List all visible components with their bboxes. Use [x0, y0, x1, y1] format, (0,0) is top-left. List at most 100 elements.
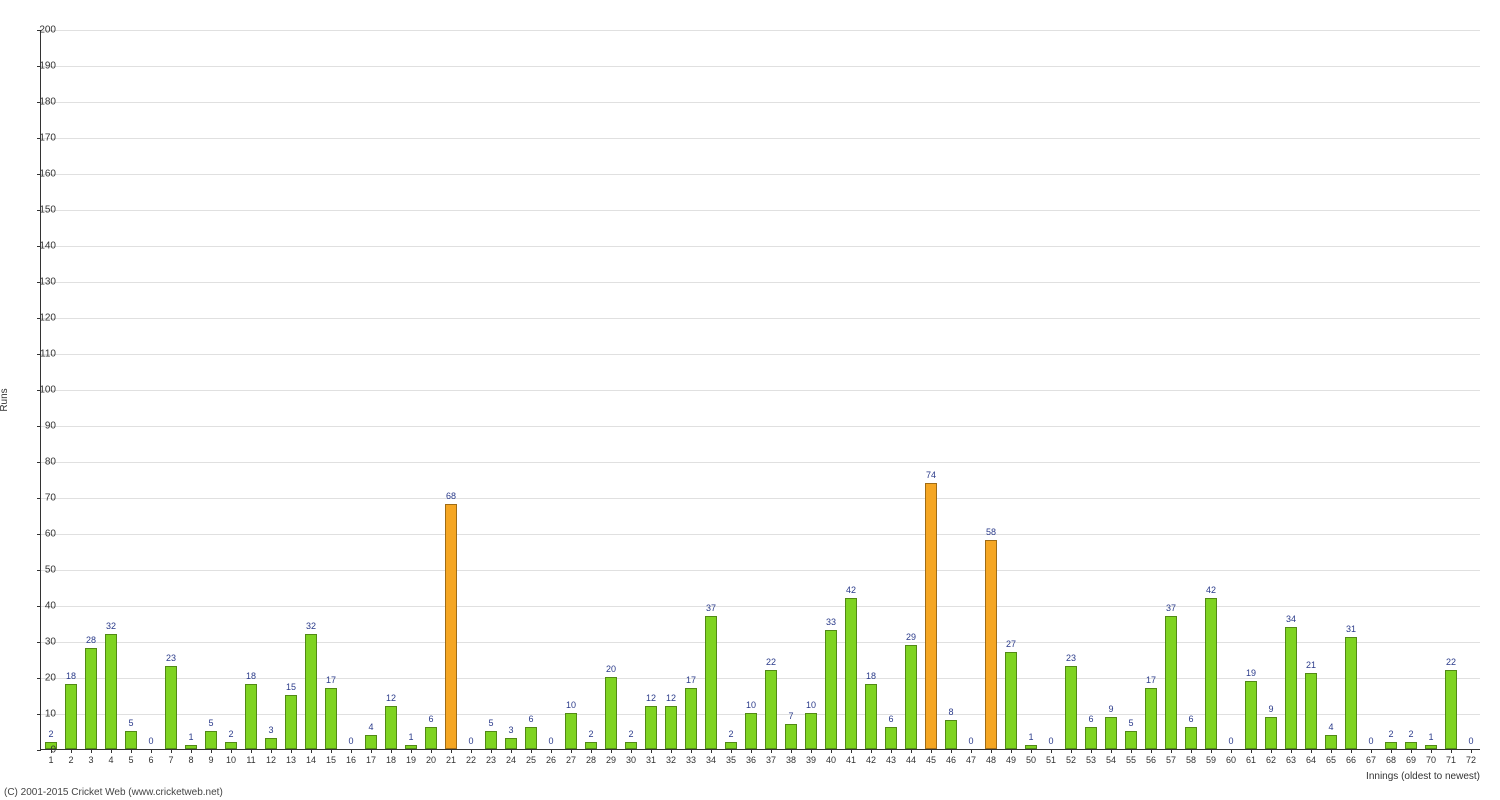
x-tick: [771, 749, 772, 753]
x-tick-label: 42: [866, 755, 876, 765]
bar-value-label: 74: [926, 470, 936, 480]
bar: [1185, 727, 1197, 749]
bar-value-label: 19: [1246, 668, 1256, 678]
bar: [765, 670, 777, 749]
x-tick-label: 4: [108, 755, 113, 765]
gridline: [41, 498, 1480, 499]
bar: [125, 731, 137, 749]
x-tick-label: 68: [1386, 755, 1396, 765]
x-tick-label: 37: [766, 755, 776, 765]
x-tick: [851, 749, 852, 753]
gridline: [41, 246, 1480, 247]
bar: [605, 677, 617, 749]
x-tick: [1191, 749, 1192, 753]
bar-value-label: 1: [188, 732, 193, 742]
x-tick: [871, 749, 872, 753]
bar-value-label: 8: [948, 707, 953, 717]
bar: [525, 727, 537, 749]
x-tick: [1371, 749, 1372, 753]
x-tick: [1331, 749, 1332, 753]
x-tick: [231, 749, 232, 753]
x-tick: [531, 749, 532, 753]
x-tick: [1351, 749, 1352, 753]
bar-value-label: 12: [666, 693, 676, 703]
bar-value-label: 27: [1006, 639, 1016, 649]
x-tick: [451, 749, 452, 753]
x-tick-label: 54: [1106, 755, 1116, 765]
bar-value-label: 0: [348, 736, 353, 746]
x-tick: [831, 749, 832, 753]
bar-value-label: 22: [1446, 657, 1456, 667]
bar: [1065, 666, 1077, 749]
bar: [905, 645, 917, 749]
bar: [285, 695, 297, 749]
x-tick-label: 51: [1046, 755, 1056, 765]
y-tick-label: 150: [26, 205, 56, 216]
x-tick: [1451, 749, 1452, 753]
bar-value-label: 0: [1228, 736, 1233, 746]
bar-value-label: 37: [706, 603, 716, 613]
x-tick-label: 24: [506, 755, 516, 765]
bar-value-label: 10: [806, 700, 816, 710]
x-tick-label: 72: [1466, 755, 1476, 765]
bar-value-label: 1: [1028, 732, 1033, 742]
x-tick: [1411, 749, 1412, 753]
x-tick-label: 58: [1186, 755, 1196, 765]
x-tick: [1131, 749, 1132, 753]
bar: [1325, 735, 1337, 749]
bar: [645, 706, 657, 749]
bar-value-label: 2: [728, 729, 733, 739]
x-tick-label: 60: [1226, 755, 1236, 765]
bar-value-label: 32: [306, 621, 316, 631]
x-tick-label: 30: [626, 755, 636, 765]
bar-value-label: 21: [1306, 660, 1316, 670]
bar: [745, 713, 757, 749]
x-tick-label: 25: [526, 755, 536, 765]
x-tick: [491, 749, 492, 753]
bar-value-label: 23: [1066, 653, 1076, 663]
x-tick-label: 71: [1446, 755, 1456, 765]
x-tick: [1251, 749, 1252, 753]
x-tick-label: 28: [586, 755, 596, 765]
bar-value-label: 37: [1166, 603, 1176, 613]
bar-value-label: 10: [746, 700, 756, 710]
x-tick-label: 29: [606, 755, 616, 765]
bar-value-label: 58: [986, 527, 996, 537]
y-tick-label: 10: [26, 709, 56, 720]
x-tick-label: 9: [208, 755, 213, 765]
gridline: [41, 426, 1480, 427]
bar: [1305, 673, 1317, 749]
x-tick-label: 15: [326, 755, 336, 765]
x-tick-label: 22: [466, 755, 476, 765]
plot-area: 2118228332455062371859210181131215133214…: [40, 30, 1480, 750]
y-tick-label: 190: [26, 61, 56, 72]
bar-value-label: 4: [368, 722, 373, 732]
bar-value-label: 17: [326, 675, 336, 685]
gridline: [41, 138, 1480, 139]
x-tick-label: 16: [346, 755, 356, 765]
y-tick-label: 0: [26, 745, 56, 756]
x-tick-label: 10: [226, 755, 236, 765]
x-tick-label: 26: [546, 755, 556, 765]
x-tick: [351, 749, 352, 753]
x-tick-label: 5: [128, 755, 133, 765]
bar: [325, 688, 337, 749]
x-tick: [611, 749, 612, 753]
bar: [1445, 670, 1457, 749]
x-tick-label: 55: [1126, 755, 1136, 765]
x-tick: [271, 749, 272, 753]
x-tick-label: 56: [1146, 755, 1156, 765]
bar: [225, 742, 237, 749]
gridline: [41, 30, 1480, 31]
bar-value-label: 28: [86, 635, 96, 645]
x-tick: [551, 749, 552, 753]
x-tick: [631, 749, 632, 753]
bar: [1265, 717, 1277, 749]
bar-value-label: 34: [1286, 614, 1296, 624]
bar-value-label: 20: [606, 664, 616, 674]
x-tick-label: 46: [946, 755, 956, 765]
x-tick-label: 3: [88, 755, 93, 765]
x-tick: [1431, 749, 1432, 753]
bar: [105, 634, 117, 749]
x-tick: [811, 749, 812, 753]
